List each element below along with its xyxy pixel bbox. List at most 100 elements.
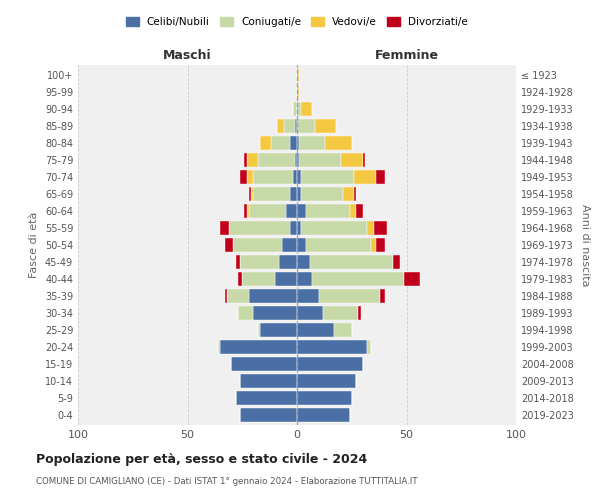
Bar bbox=[253, 306, 297, 320]
Bar bbox=[236, 255, 240, 269]
Bar bbox=[297, 221, 301, 235]
Bar bbox=[301, 102, 313, 116]
Bar bbox=[290, 187, 297, 201]
Bar bbox=[306, 204, 350, 218]
Bar bbox=[249, 289, 297, 303]
Bar bbox=[297, 85, 299, 99]
Bar bbox=[297, 238, 306, 252]
Bar bbox=[297, 204, 306, 218]
Bar bbox=[295, 153, 297, 167]
Bar bbox=[280, 255, 297, 269]
Bar bbox=[247, 153, 257, 167]
Bar bbox=[376, 170, 385, 184]
Bar bbox=[290, 136, 297, 150]
Bar bbox=[260, 323, 297, 337]
Bar bbox=[301, 187, 343, 201]
Bar bbox=[310, 255, 394, 269]
Bar bbox=[225, 289, 227, 303]
Bar bbox=[404, 272, 419, 286]
Bar bbox=[313, 272, 404, 286]
Text: Popolazione per età, sesso e stato civile - 2024: Popolazione per età, sesso e stato civil… bbox=[36, 452, 367, 466]
Bar bbox=[286, 204, 297, 218]
Bar bbox=[297, 68, 299, 82]
Bar bbox=[323, 306, 358, 320]
Bar bbox=[371, 238, 376, 252]
Text: COMUNE DI CAMIGLIANO (CE) - Dati ISTAT 1° gennaio 2024 - Elaborazione TUTTITALIA: COMUNE DI CAMIGLIANO (CE) - Dati ISTAT 1… bbox=[36, 478, 418, 486]
Bar bbox=[242, 272, 275, 286]
Bar bbox=[297, 119, 314, 133]
Bar bbox=[297, 136, 299, 150]
Bar bbox=[341, 153, 362, 167]
Text: Maschi: Maschi bbox=[163, 50, 212, 62]
Bar bbox=[244, 153, 247, 167]
Bar bbox=[319, 289, 380, 303]
Bar bbox=[297, 306, 323, 320]
Bar bbox=[240, 408, 297, 422]
Bar bbox=[236, 391, 297, 405]
Bar bbox=[354, 170, 376, 184]
Bar bbox=[253, 170, 293, 184]
Bar bbox=[297, 391, 352, 405]
Bar bbox=[253, 187, 290, 201]
Bar bbox=[354, 187, 356, 201]
Bar bbox=[277, 119, 284, 133]
Bar bbox=[325, 136, 352, 150]
Bar bbox=[301, 170, 354, 184]
Bar bbox=[297, 374, 356, 388]
Bar bbox=[297, 340, 367, 354]
Bar bbox=[238, 272, 242, 286]
Bar bbox=[290, 221, 297, 235]
Bar bbox=[374, 221, 387, 235]
Bar bbox=[297, 170, 301, 184]
Bar bbox=[350, 204, 356, 218]
Bar bbox=[314, 119, 337, 133]
Bar bbox=[367, 340, 371, 354]
Bar bbox=[376, 238, 385, 252]
Bar bbox=[297, 102, 301, 116]
Bar bbox=[297, 272, 313, 286]
Bar bbox=[271, 136, 290, 150]
Bar bbox=[220, 221, 229, 235]
Bar bbox=[218, 340, 220, 354]
Bar bbox=[293, 170, 297, 184]
Bar bbox=[297, 255, 310, 269]
Y-axis label: Fasce di età: Fasce di età bbox=[29, 212, 39, 278]
Bar bbox=[356, 204, 362, 218]
Bar bbox=[297, 408, 350, 422]
Bar bbox=[306, 238, 371, 252]
Bar bbox=[249, 187, 251, 201]
Bar bbox=[233, 238, 281, 252]
Bar bbox=[367, 221, 374, 235]
Y-axis label: Anni di nascita: Anni di nascita bbox=[580, 204, 590, 286]
Bar bbox=[251, 187, 253, 201]
Bar bbox=[297, 153, 299, 167]
Bar bbox=[343, 187, 354, 201]
Bar bbox=[301, 221, 367, 235]
Bar bbox=[358, 306, 361, 320]
Bar bbox=[293, 102, 297, 116]
Bar bbox=[240, 170, 247, 184]
Legend: Celibi/Nubili, Coniugati/e, Vedovi/e, Divorziati/e: Celibi/Nubili, Coniugati/e, Vedovi/e, Di… bbox=[122, 12, 472, 31]
Bar bbox=[240, 374, 297, 388]
Bar bbox=[257, 153, 295, 167]
Bar bbox=[299, 136, 325, 150]
Bar bbox=[238, 306, 253, 320]
Bar bbox=[295, 119, 297, 133]
Bar bbox=[394, 255, 400, 269]
Bar bbox=[297, 323, 334, 337]
Bar bbox=[229, 221, 290, 235]
Bar bbox=[240, 255, 280, 269]
Text: Femmine: Femmine bbox=[374, 50, 439, 62]
Bar bbox=[334, 323, 352, 337]
Bar bbox=[260, 136, 271, 150]
Bar bbox=[227, 289, 249, 303]
Bar bbox=[297, 187, 301, 201]
Bar bbox=[281, 238, 297, 252]
Bar bbox=[220, 340, 297, 354]
Bar bbox=[299, 153, 341, 167]
Bar bbox=[244, 204, 247, 218]
Bar bbox=[284, 119, 295, 133]
Bar bbox=[249, 204, 286, 218]
Bar bbox=[362, 153, 365, 167]
Bar bbox=[247, 170, 253, 184]
